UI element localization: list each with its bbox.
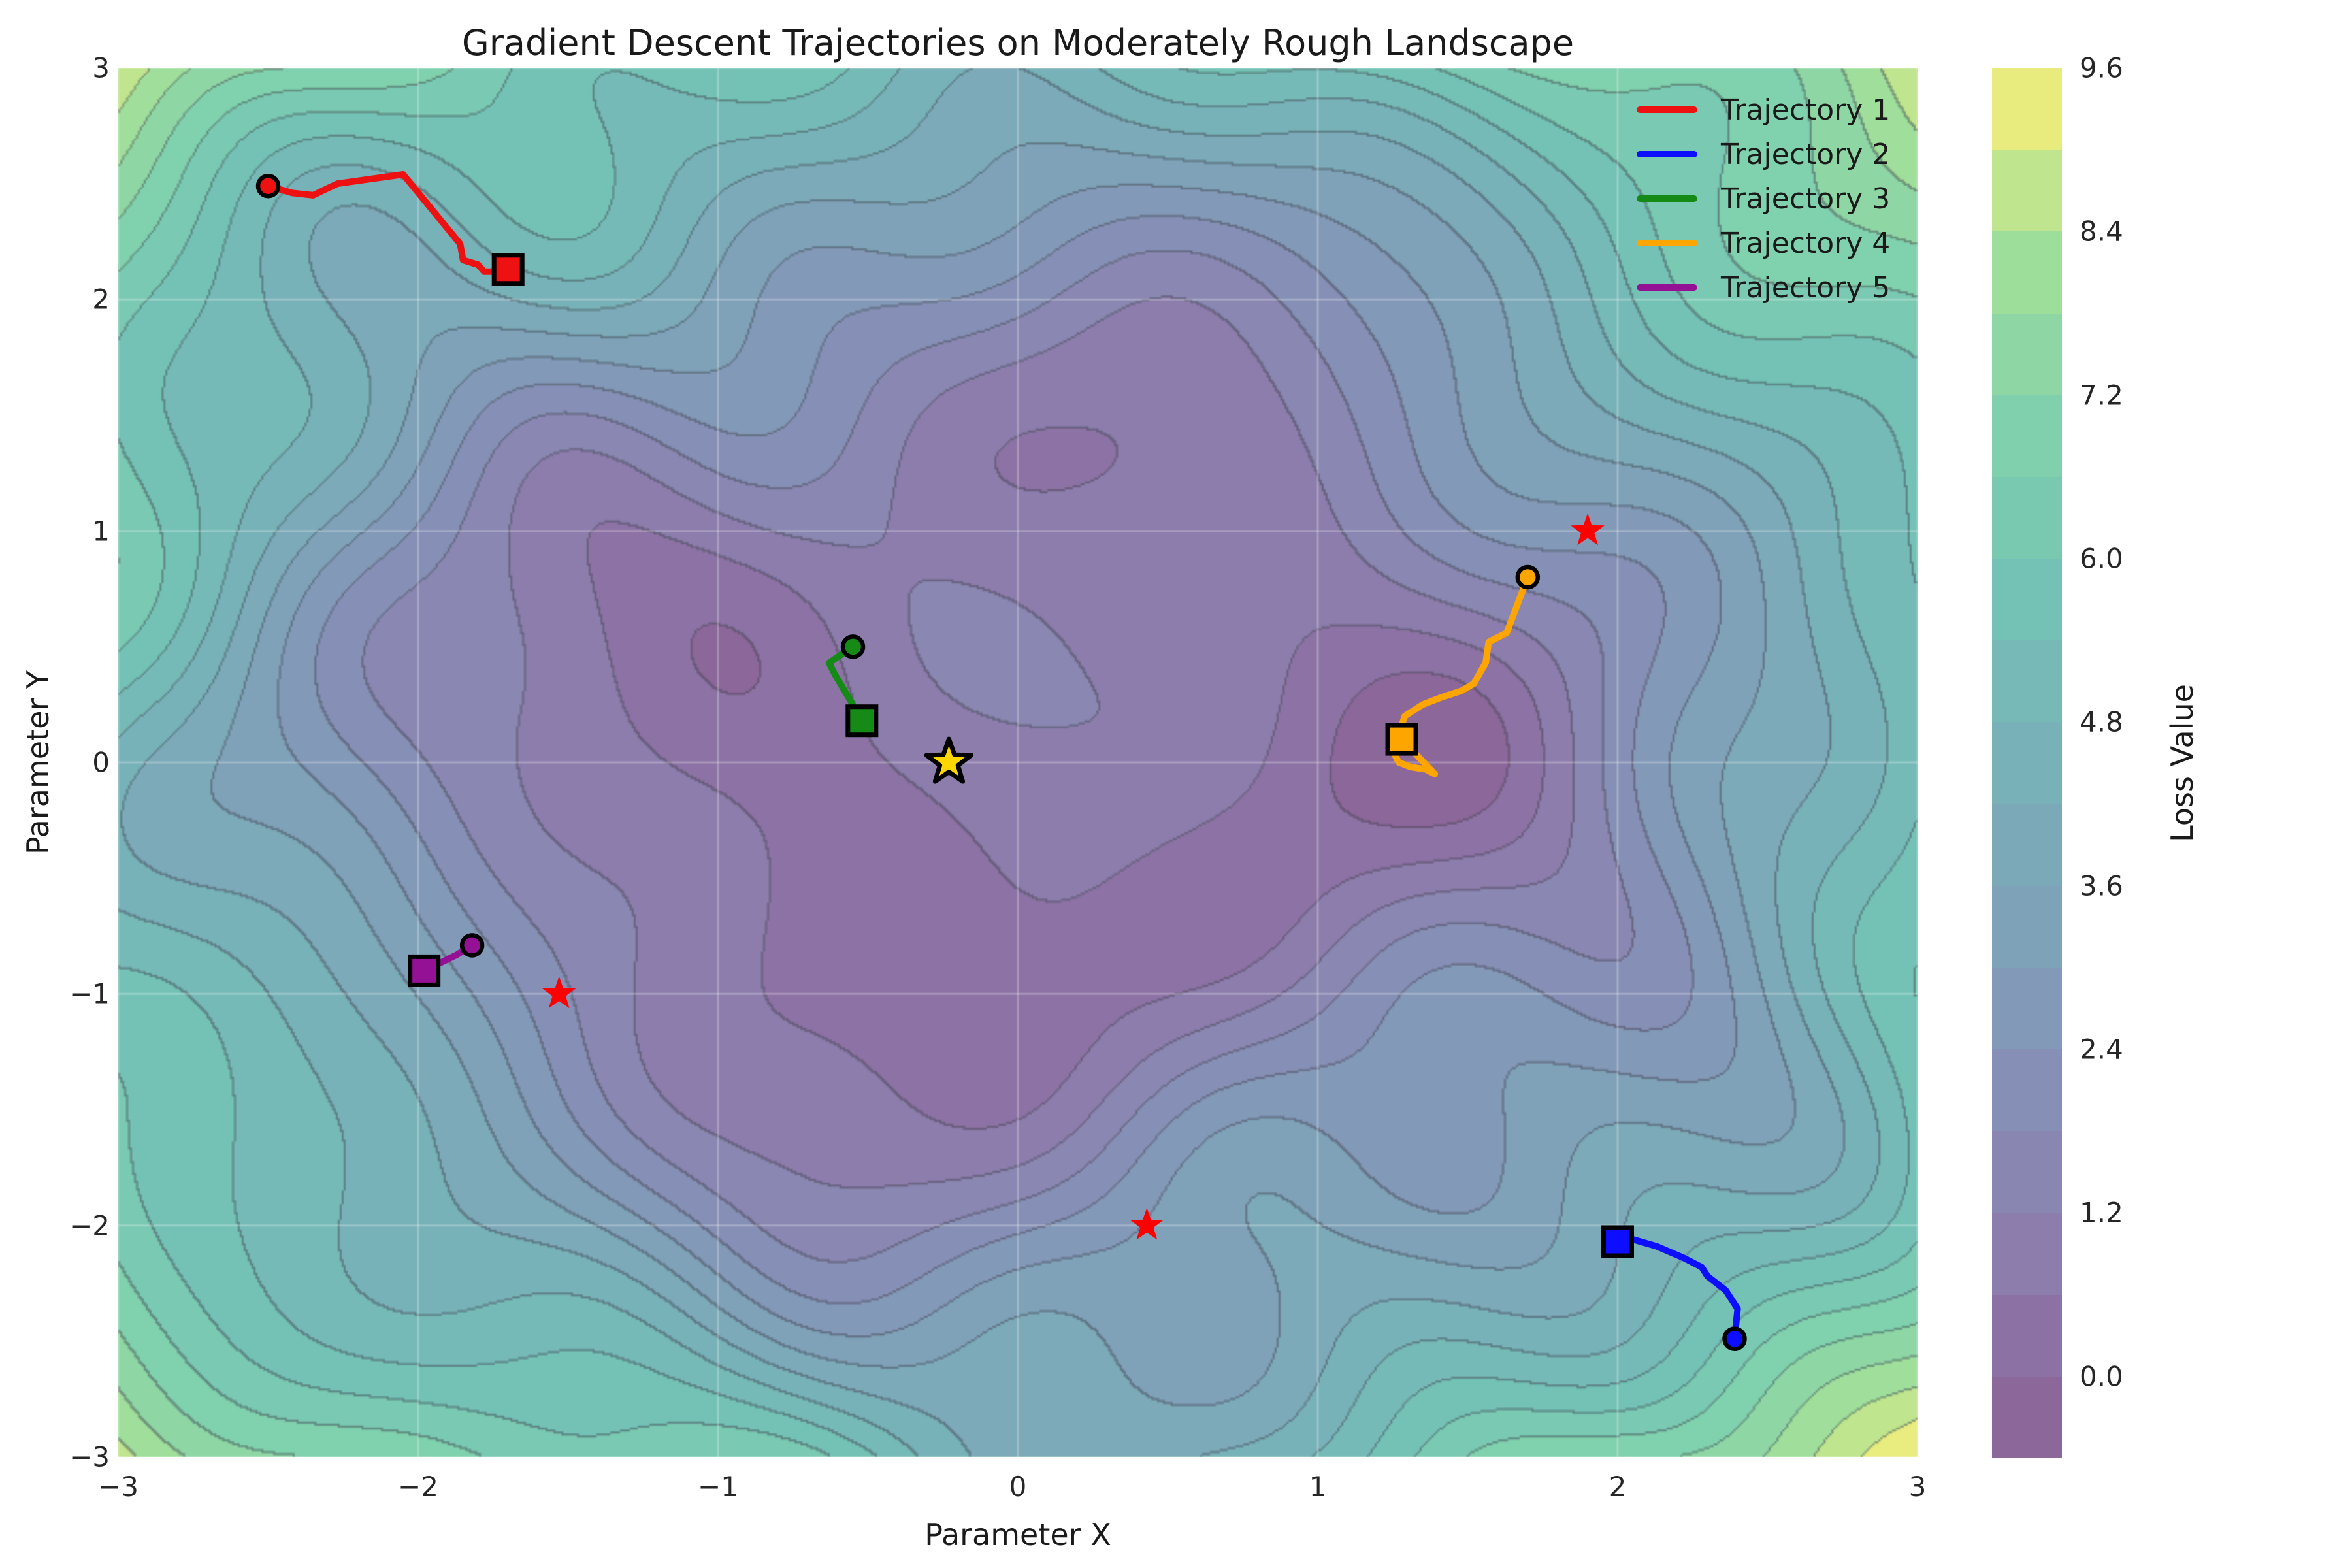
colorbar [1992,68,2062,1458]
legend-line-swatch [1637,151,1697,157]
legend-item-label: Trajectory 1 [1721,93,1891,127]
x-axis-label: Parameter X [924,1517,1111,1552]
colorbar-tick-label: 2.4 [2080,1033,2123,1066]
colorbar-band [1992,640,2062,723]
legend-line-swatch [1637,106,1697,113]
colorbar-tick-label: 6.0 [2080,542,2123,575]
local-minimum-star-1 [1571,513,1605,546]
legend-item-trajectory-4: Trajectory 4 [1637,221,1890,265]
x-tick-label: −1 [698,1471,738,1503]
colorbar-band [1992,1213,2062,1295]
x-tick-label: −3 [98,1471,139,1503]
colorbar-band [1992,885,2062,968]
colorbar-tick-label: 3.6 [2080,870,2123,902]
legend-item-label: Trajectory 2 [1721,137,1891,171]
x-tick-label: 2 [1609,1471,1627,1503]
colorbar-band [1992,68,2062,150]
colorbar-band [1992,722,2062,804]
colorbar-tick-label: 1.2 [2080,1196,2123,1229]
local-minimum-star-3 [1130,1207,1164,1240]
legend-item-label: Trajectory 5 [1721,270,1891,304]
colorbar-tick-label: 0.0 [2080,1360,2123,1393]
colorbar-tick-label: 9.6 [2080,52,2123,84]
legend-item-label: Trajectory 4 [1721,226,1891,260]
legend-item-trajectory-2: Trajectory 2 [1637,132,1890,176]
local-minimum-star-2 [542,976,576,1009]
y-tick-label: 1 [92,515,110,547]
legend-line-swatch [1637,284,1697,291]
legend-item-trajectory-5: Trajectory 5 [1637,265,1890,310]
colorbar-tick-label: 4.8 [2080,706,2123,738]
colorbar-band [1992,231,2062,314]
colorbar-band [1992,395,2062,477]
y-tick-label: 2 [92,283,110,316]
colorbar-band [1992,559,2062,641]
trajectory-3-end-marker [845,704,879,738]
trajectory-3-start-marker [840,634,866,659]
trajectory-2-path [1614,1231,1741,1343]
trajectory-2-start-marker [1722,1326,1747,1352]
trajectory-1-path [265,171,512,275]
trajectory-5-start-marker [459,933,485,958]
x-tick-label: −2 [398,1471,438,1503]
y-tick-label: 3 [92,52,110,84]
y-tick-label: −3 [69,1441,110,1473]
trajectory-4-start-marker [1515,564,1541,590]
legend-line-swatch [1637,240,1697,246]
colorbar-band [1992,1294,2062,1377]
colorbar-tick-label: 8.4 [2080,215,2123,248]
trajectory-1-end-marker [491,253,525,286]
colorbar-band [1992,1376,2062,1458]
trajectory-2-end-marker [1601,1225,1634,1258]
trajectory-overlay [255,171,1747,1352]
y-tick-label: −2 [69,1209,110,1242]
y-tick-label: −1 [69,977,110,1010]
trajectory-4-end-marker [1385,723,1418,756]
global-minimum-star [924,736,974,784]
x-tick-label: 3 [1908,1471,1927,1503]
trajectory-1-start-marker [255,173,281,199]
x-tick-label: 0 [1009,1471,1027,1503]
legend-line-swatch [1637,195,1697,202]
colorbar-label: Loss Value [2164,684,2200,842]
colorbar-band [1992,313,2062,395]
legend-item-trajectory-3: Trajectory 3 [1637,176,1890,221]
legend: Trajectory 1 Trajectory 2 Trajectory 3 T… [1637,88,1890,310]
plot-area [118,68,1918,1457]
colorbar-band [1992,476,2062,559]
colorbar-band [1992,150,2062,232]
colorbar-band [1992,804,2062,886]
colorbar-band [1992,1131,2062,1213]
colorbar-band [1992,1049,2062,1132]
trajectory-4-path [1389,574,1531,777]
x-tick-label: 1 [1309,1471,1327,1503]
chart-title: Gradient Descent Trajectories on Moderat… [461,22,1575,63]
y-tick-label: 0 [92,746,110,779]
legend-item-trajectory-1: Trajectory 1 [1637,88,1890,132]
colorbar-tick-label: 7.2 [2080,379,2123,412]
trajectory-5-end-marker [408,954,441,987]
colorbar-band [1992,967,2062,1050]
legend-item-label: Trajectory 3 [1721,182,1891,216]
